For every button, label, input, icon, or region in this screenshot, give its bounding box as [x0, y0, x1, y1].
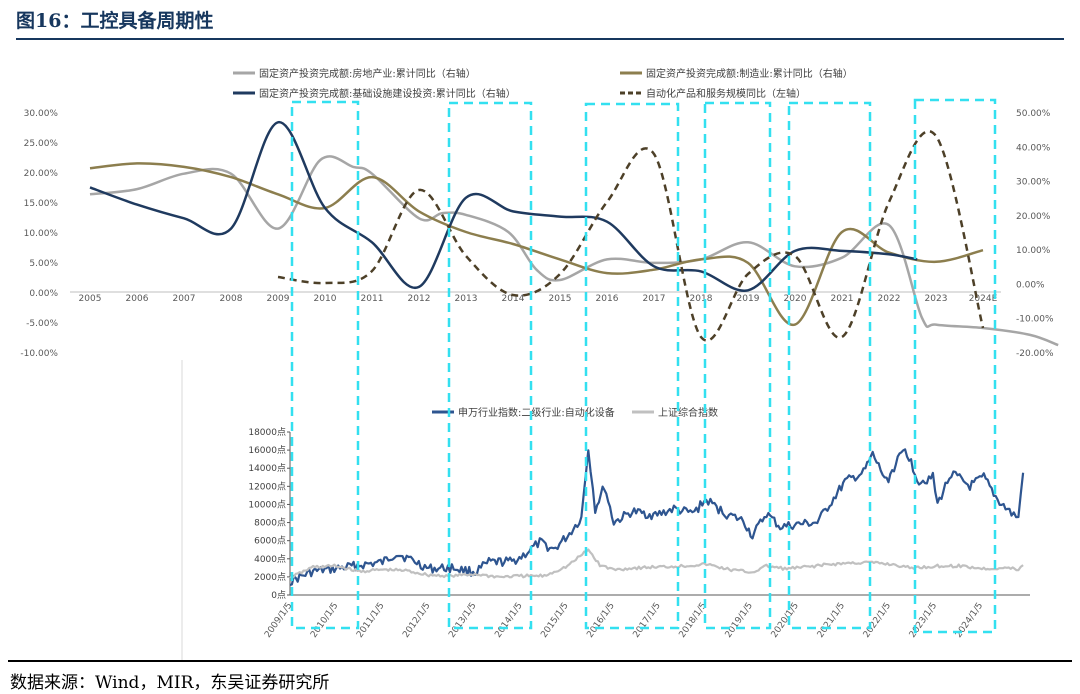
chart1-x-tick: 2015	[549, 294, 572, 304]
chart1-x-tick: 2011	[361, 294, 384, 304]
chart2-x-tick: 2012/1/5	[401, 601, 432, 640]
chart2-x-tick: 2010/1/5	[309, 601, 340, 640]
chart1-right-tick: 50.00%	[1016, 109, 1051, 119]
chart2-y-tick: 18000点	[248, 427, 286, 438]
chart2-y-tick: 2000点	[254, 572, 286, 583]
chart1-right-tick: -20.00%	[1016, 349, 1054, 359]
chart1-x-tick: 2023	[925, 294, 948, 304]
figure-title: 图16：工控具备周期性	[16, 10, 214, 32]
chart2-x-tick: 2016/1/5	[585, 601, 616, 640]
chart2-x-tick: 2017/1/5	[632, 601, 663, 640]
chart1-series-line	[277, 130, 985, 342]
chart2-x-tick: 2024/1/5	[954, 601, 985, 640]
chart2-x-tick: 2009/1/5	[263, 601, 294, 640]
chart1-right-tick: 10.00%	[1016, 246, 1051, 256]
chart1-x-tick: 2016	[596, 294, 619, 304]
chart1-left-tick: 25.00%	[24, 139, 59, 149]
chart1-x-tick: 2021	[831, 294, 854, 304]
chart2-x-tick: 2015/1/5	[539, 601, 570, 640]
cycle-highlight-box	[290, 100, 360, 630]
chart2-y-tick: 6000点	[254, 536, 286, 547]
chart2-x-tick: 2019/1/5	[724, 601, 755, 640]
chart1-series-line	[89, 155, 1059, 347]
chart1-x-tick: 2013	[455, 294, 478, 304]
chart1-legend-label: 固定资产投资完成额:房地产业:累计同比（右轴）	[259, 67, 476, 80]
chart1-left-tick: 10.00%	[24, 229, 59, 239]
chart1-x-tick: 2009	[267, 294, 290, 304]
source-note: 数据来源：Wind，MIR，东吴证券研究所	[10, 673, 330, 693]
chart1-left-tick: 5.00%	[29, 259, 58, 269]
chart1-x-tick: 2014	[502, 294, 525, 304]
chart2-x-tick: 2023/1/5	[908, 601, 939, 640]
chart1-x-tick: 2007	[173, 294, 196, 304]
chart1-legend-label: 固定资产投资完成额:制造业:累计同比（右轴）	[646, 67, 853, 80]
chart2-x-tick: 2020/1/5	[770, 601, 801, 640]
chart1-left-tick: -10.00%	[20, 349, 58, 359]
chart1-legend-label: 固定资产投资完成额:基础设施建设投资:累计同比（右轴）	[259, 87, 516, 100]
chart1-x-tick: 2006	[126, 294, 149, 304]
chart1-x-tick: 2010	[314, 294, 337, 304]
chart2-y-tick: 0点	[271, 590, 286, 601]
chart1-x-tick: 2020	[784, 294, 807, 304]
chart2-x-tick: 2014/1/5	[493, 601, 524, 640]
chart2-series-line	[289, 548, 1024, 579]
chart2-y-tick: 14000点	[248, 463, 286, 474]
chart1-x-tick: 2022	[878, 294, 901, 304]
title-rule	[16, 38, 1064, 40]
chart1-left-tick: 15.00%	[24, 199, 59, 209]
chart1-x-tick: 2024E	[969, 294, 998, 304]
chart2-legend-label: 上证综合指数	[658, 406, 718, 419]
cycle-highlight-box	[913, 98, 997, 634]
chart1-left-tick: 30.00%	[24, 109, 59, 119]
chart1-x-tick: 2019	[737, 294, 760, 304]
chart2-y-tick: 4000点	[254, 554, 286, 565]
chart1-left-tick: 0.00%	[29, 289, 58, 299]
chart1-legend-label: 自动化产品和服务规模同比（左轴）	[646, 87, 806, 100]
chart1-right-tick: 30.00%	[1016, 178, 1051, 188]
chart1-right-tick: 20.00%	[1016, 212, 1051, 222]
cycle-highlight-box	[584, 102, 680, 630]
chart1-right-tick: 0.00%	[1016, 280, 1045, 290]
chart2-y-tick: 12000点	[248, 481, 286, 492]
chart1-x-tick: 2005	[79, 294, 102, 304]
cycle-highlight-box	[447, 101, 533, 630]
chart2-x-tick: 2011/1/5	[355, 601, 386, 640]
chart1-left-tick: 20.00%	[24, 169, 59, 179]
chart1-series-line	[89, 121, 918, 292]
chart2-y-tick: 16000点	[248, 445, 286, 456]
chart2-y-tick: 10000点	[248, 499, 286, 510]
chart2-series-line	[289, 448, 1025, 586]
chart1-right-tick: 40.00%	[1016, 143, 1051, 153]
chart1-x-tick: 2008	[220, 294, 243, 304]
chart2-x-tick: 2013/1/5	[447, 601, 478, 640]
cycle-highlight-box	[703, 101, 772, 630]
chart1-x-tick: 2018	[690, 294, 713, 304]
chart2-x-tick: 2021/1/5	[816, 601, 847, 640]
chart1-left-tick: -5.00%	[26, 319, 58, 329]
chart1-x-tick: 2012	[408, 294, 431, 304]
source-rule	[8, 660, 1072, 662]
chart2-legend-label: 申万行业指数:二级行业:自动化设备	[458, 406, 615, 419]
chart1-x-tick: 2017	[643, 294, 666, 304]
chart1-right-tick: -10.00%	[1016, 315, 1054, 325]
chart1-series-line	[89, 162, 984, 326]
chart2-y-tick: 8000点	[254, 518, 286, 529]
chart2-x-tick: 2022/1/5	[862, 601, 893, 640]
cycle-highlight-box	[787, 101, 872, 630]
